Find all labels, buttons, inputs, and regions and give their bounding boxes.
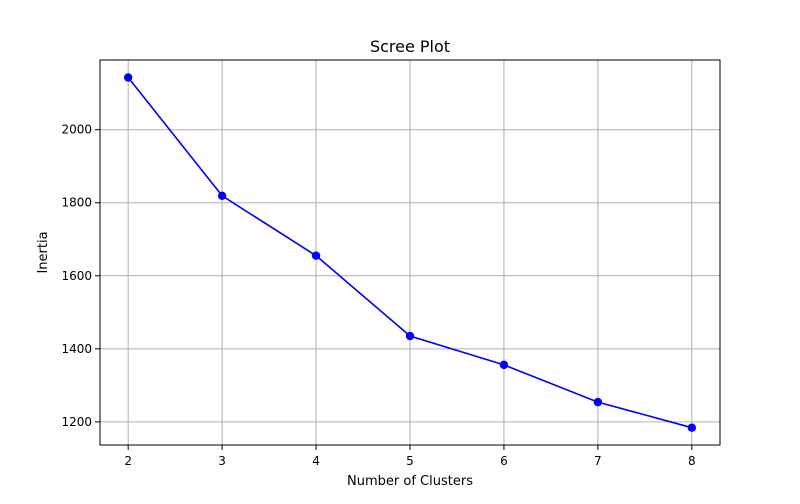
x-tick-label: 8 [688,454,696,468]
data-point [593,397,603,407]
series-line-group [123,73,697,432]
x-tick-label: 3 [218,454,226,468]
x-tick-label: 2 [124,454,132,468]
x-axis-label: Number of Clusters [347,474,473,489]
y-tick-label: 1600 [61,269,92,283]
axes-frame [99,59,721,446]
x-tick-label: 7 [594,454,602,468]
data-point [499,360,509,370]
y-tick-label: 1200 [61,415,92,429]
y-tick-label: 1800 [61,196,92,210]
y-axis-label: Inertia [36,231,51,273]
y-tick-label: 1400 [61,342,92,356]
x-tick-label: 4 [312,454,320,468]
x-tick-label: 5 [406,454,414,468]
chart-title: Scree Plot [370,37,450,56]
grid-lines [100,60,720,445]
data-point [217,191,227,201]
data-point [311,251,321,260]
data-point [123,73,133,82]
data-point [687,423,697,432]
data-point [405,331,415,341]
y-tick-label: 2000 [61,123,92,137]
x-tick-label: 6 [500,454,508,468]
axis-ticks: 2 3 4 5 6 7 8 1200 1400 1600 1800 2000 [61,123,695,468]
